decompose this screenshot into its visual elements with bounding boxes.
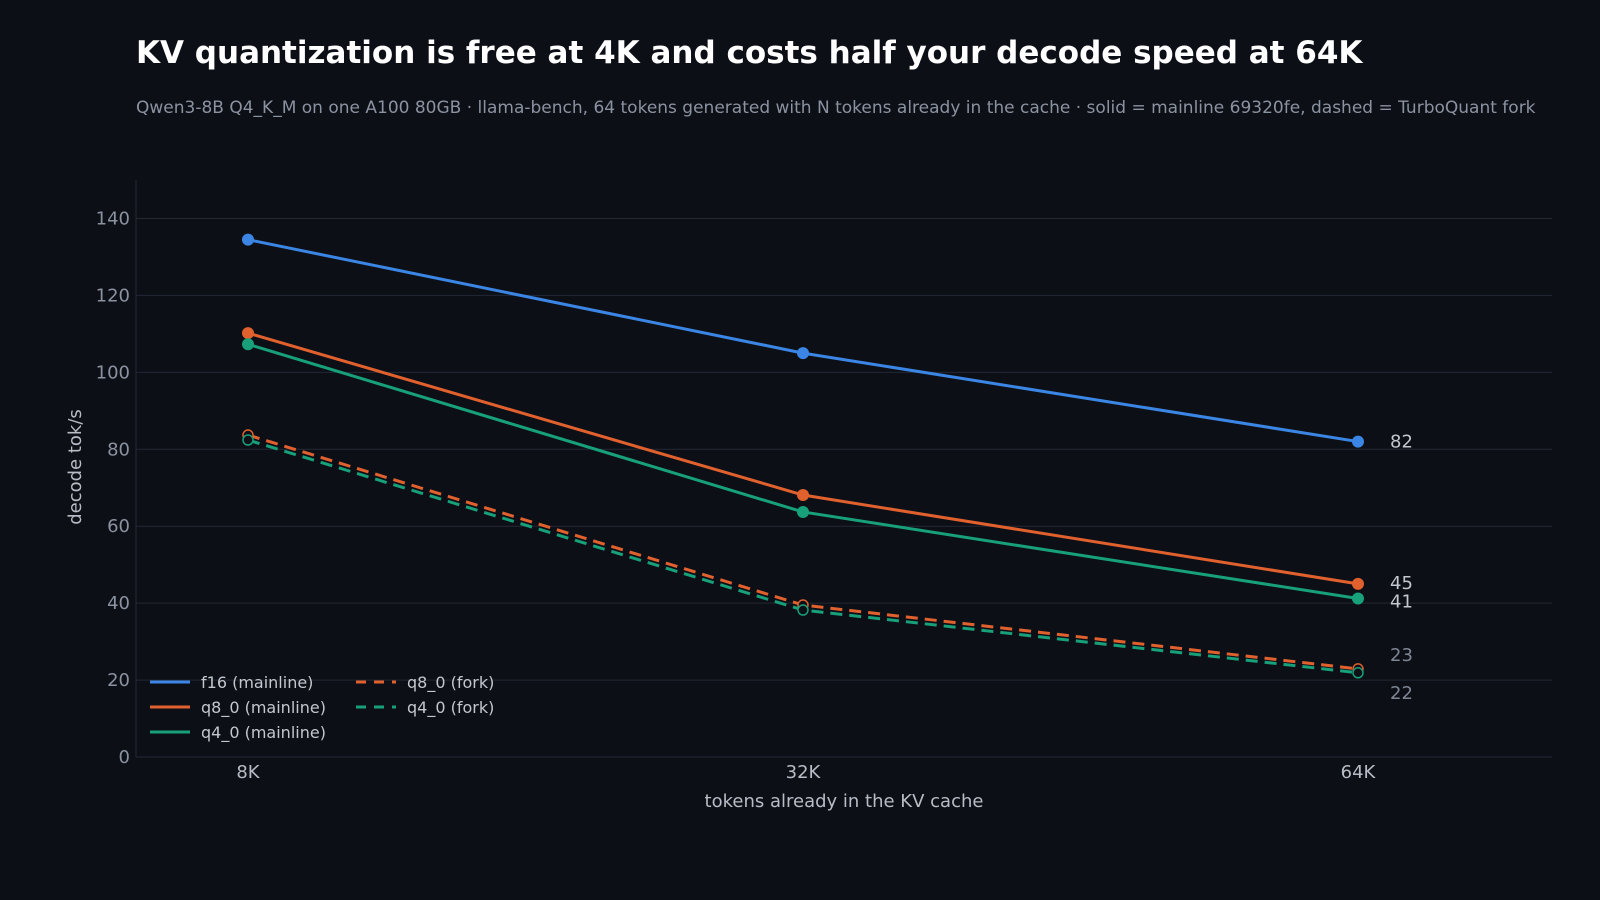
legend-item: f16 (mainline) — [150, 673, 313, 692]
y-tick-label: 40 — [107, 593, 130, 614]
y-tick-label: 80 — [107, 439, 130, 460]
series-line — [247, 238, 1359, 444]
series-line — [247, 331, 1359, 586]
y-tick-label: 120 — [96, 285, 130, 306]
data-point — [1352, 435, 1364, 448]
y-axis-label: decode tok/s — [65, 409, 86, 525]
series-4: 22 — [242, 434, 1413, 704]
legend-label: q4_0 (fork) — [407, 698, 494, 718]
series-3: 23 — [242, 429, 1413, 675]
axes: 0 20 40 60 80 100 120 140 8K 32K 64K — [96, 180, 1377, 783]
x-tick-label: 32K — [786, 762, 822, 783]
chart-subtitle: Qwen3-8B Q4_K_M on one A100 80GB · llama… — [136, 98, 1536, 118]
end-value-label: 23 — [1390, 645, 1413, 666]
chart-title: KV quantization is free at 4K and costs … — [136, 35, 1363, 71]
data-point — [797, 604, 809, 616]
legend-label: q4_0 (mainline) — [201, 723, 326, 743]
series-2: 41 — [242, 338, 1413, 613]
data-point — [242, 434, 254, 446]
legend-item: q8_0 (mainline) — [150, 698, 326, 718]
series-line — [247, 433, 1359, 671]
data-point — [797, 347, 809, 360]
data-point — [242, 233, 254, 246]
legend-item: q4_0 (mainline) — [150, 723, 326, 743]
y-tick-label: 100 — [96, 362, 130, 383]
legend-label: q8_0 (mainline) — [201, 698, 326, 718]
end-value-label: 22 — [1390, 683, 1413, 704]
x-tick-label: 64K — [1341, 762, 1377, 783]
legend-label: f16 (mainline) — [201, 673, 313, 692]
y-tick-label: 140 — [96, 208, 130, 229]
end-value-label: 82 — [1390, 432, 1413, 453]
y-tick-label: 60 — [107, 516, 130, 537]
data-point — [797, 489, 809, 502]
end-value-label: 45 — [1390, 573, 1413, 594]
gridlines — [136, 217, 1552, 758]
data-point — [797, 505, 809, 518]
data-point — [242, 327, 254, 340]
data-point — [1352, 667, 1364, 679]
legend-label: q8_0 (fork) — [407, 673, 494, 693]
x-axis-label: tokens already in the KV cache — [705, 791, 984, 812]
y-tick-label: 0 — [119, 747, 130, 768]
series-0: 82 — [242, 233, 1413, 453]
series-1: 45 — [242, 327, 1413, 594]
legend-item: q4_0 (fork) — [356, 698, 494, 718]
data-point — [1352, 577, 1364, 590]
data-point — [1352, 592, 1364, 605]
data-point — [242, 338, 254, 351]
x-tick-label: 8K — [236, 762, 260, 783]
legend-item: q8_0 (fork) — [356, 673, 494, 693]
end-value-label: 41 — [1390, 592, 1413, 613]
legend: f16 (mainline) q8_0 (mainline) q4_0 (mainl… — [150, 673, 494, 743]
y-tick-label: 20 — [107, 670, 130, 691]
